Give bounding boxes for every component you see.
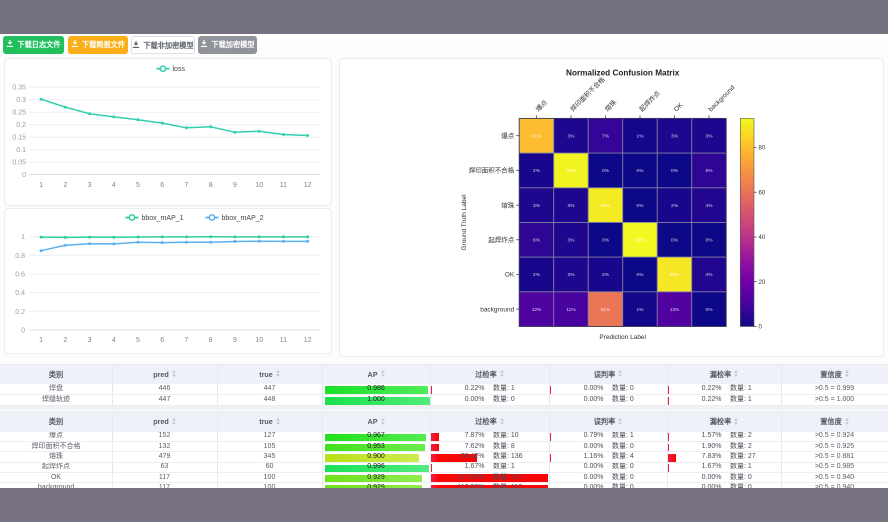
svg-text:7: 7 — [185, 337, 189, 344]
svg-text:焊印面积不合格: 焊印面积不合格 — [568, 74, 607, 113]
svg-text:4%: 4% — [706, 272, 714, 278]
svg-text:loss: loss — [173, 66, 186, 73]
svg-text:Prediction Label: Prediction Label — [599, 334, 646, 341]
svg-text:OK: OK — [505, 272, 515, 279]
svg-text:0.1: 0.1 — [16, 147, 26, 154]
svg-text:0: 0 — [759, 325, 763, 331]
svg-text:11: 11 — [280, 337, 287, 344]
svg-text:0: 0 — [22, 172, 26, 179]
svg-text:1: 1 — [21, 234, 25, 241]
svg-text:0%: 0% — [637, 168, 645, 174]
svg-text:3%: 3% — [568, 272, 576, 278]
svg-text:2%: 2% — [533, 168, 541, 174]
svg-text:4: 4 — [112, 337, 116, 344]
svg-text:12: 12 — [304, 182, 312, 189]
svg-text:3: 3 — [88, 337, 92, 344]
svg-text:6: 6 — [160, 182, 164, 189]
svg-text:6: 6 — [160, 337, 164, 344]
svg-text:OK: OK — [673, 101, 685, 113]
svg-text:0.2: 0.2 — [16, 122, 26, 129]
svg-text:3%: 3% — [706, 133, 714, 139]
svg-text:12%: 12% — [532, 307, 542, 313]
svg-text:0.8: 0.8 — [15, 253, 25, 260]
svg-text:0.05: 0.05 — [12, 160, 26, 167]
svg-text:5: 5 — [136, 182, 140, 189]
svg-text:60: 60 — [759, 190, 766, 196]
svg-text:0.6: 0.6 — [15, 272, 25, 279]
svg-text:1%: 1% — [637, 307, 645, 313]
svg-text:7: 7 — [185, 182, 189, 189]
svg-text:10: 10 — [255, 337, 263, 344]
svg-text:2%: 2% — [671, 203, 679, 209]
svg-text:熔珠: 熔珠 — [603, 97, 619, 113]
svg-text:3%: 3% — [533, 203, 541, 209]
svg-text:0.35: 0.35 — [12, 85, 26, 92]
svg-text:0: 0 — [21, 327, 25, 334]
svg-text:bbox_mAP_2: bbox_mAP_2 — [222, 215, 264, 222]
svg-text:爆点: 爆点 — [534, 97, 550, 113]
svg-text:background: background — [480, 306, 514, 313]
svg-text:8: 8 — [209, 182, 213, 189]
svg-text:0.25: 0.25 — [12, 110, 26, 117]
svg-text:90%: 90% — [601, 203, 611, 209]
svg-text:1: 1 — [39, 337, 43, 344]
svg-text:Normalized Confusion Matrix: Normalized Confusion Matrix — [566, 69, 680, 78]
svg-text:13%: 13% — [670, 307, 680, 313]
svg-text:7%: 7% — [602, 133, 610, 139]
svg-text:3: 3 — [88, 182, 92, 189]
svg-text:起焊炸点: 起焊炸点 — [488, 235, 515, 244]
svg-text:4%: 4% — [706, 203, 714, 209]
svg-text:40: 40 — [759, 235, 766, 241]
svg-text:12: 12 — [304, 337, 312, 344]
svg-text:93%: 93% — [635, 238, 645, 244]
svg-text:80: 80 — [759, 146, 766, 152]
svg-text:3%: 3% — [568, 133, 576, 139]
svg-text:11: 11 — [280, 182, 287, 189]
svg-text:0%: 0% — [671, 238, 679, 244]
svg-text:1: 1 — [39, 182, 43, 189]
svg-text:2%: 2% — [533, 272, 541, 278]
svg-text:3%: 3% — [568, 203, 576, 209]
svg-text:9: 9 — [233, 337, 237, 344]
svg-text:6%: 6% — [533, 238, 541, 244]
svg-text:0%: 0% — [706, 238, 714, 244]
svg-text:0%: 0% — [602, 168, 610, 174]
svg-text:background: background — [707, 84, 736, 113]
svg-text:3%: 3% — [568, 238, 576, 244]
svg-text:0%: 0% — [602, 238, 610, 244]
svg-text:11%: 11% — [566, 307, 576, 313]
svg-text:0.2: 0.2 — [15, 309, 25, 316]
svg-text:0%: 0% — [637, 272, 645, 278]
svg-text:焊印面积不合格: 焊印面积不合格 — [469, 166, 515, 175]
svg-text:8: 8 — [209, 337, 213, 344]
svg-text:5: 5 — [136, 337, 140, 344]
svg-text:0%: 0% — [637, 203, 645, 209]
svg-text:6%: 6% — [706, 168, 714, 174]
svg-text:熔珠: 熔珠 — [501, 200, 515, 209]
svg-text:61%: 61% — [601, 307, 611, 313]
svg-text:0%: 0% — [671, 168, 679, 174]
svg-text:92%: 92% — [566, 168, 576, 174]
svg-text:2: 2 — [63, 337, 67, 344]
svg-text:0%: 0% — [706, 307, 714, 313]
svg-text:bbox_mAP_1: bbox_mAP_1 — [142, 215, 184, 222]
svg-text:0.3: 0.3 — [16, 97, 26, 104]
svg-text:Ground Truth Label: Ground Truth Label — [461, 194, 468, 251]
svg-text:2%: 2% — [602, 272, 610, 278]
svg-text:81%: 81% — [532, 133, 542, 139]
svg-text:4: 4 — [112, 182, 116, 189]
svg-text:89%: 89% — [670, 272, 680, 278]
svg-text:3%: 3% — [671, 133, 679, 139]
svg-text:9: 9 — [233, 182, 237, 189]
svg-text:2: 2 — [63, 182, 67, 189]
svg-text:0.4: 0.4 — [15, 290, 25, 297]
svg-text:起焊炸点: 起焊炸点 — [637, 88, 662, 113]
svg-text:1%: 1% — [637, 133, 645, 139]
svg-text:10: 10 — [255, 182, 263, 189]
svg-text:20: 20 — [759, 280, 766, 286]
svg-text:爆点: 爆点 — [501, 131, 515, 140]
svg-text:0.15: 0.15 — [12, 135, 26, 142]
